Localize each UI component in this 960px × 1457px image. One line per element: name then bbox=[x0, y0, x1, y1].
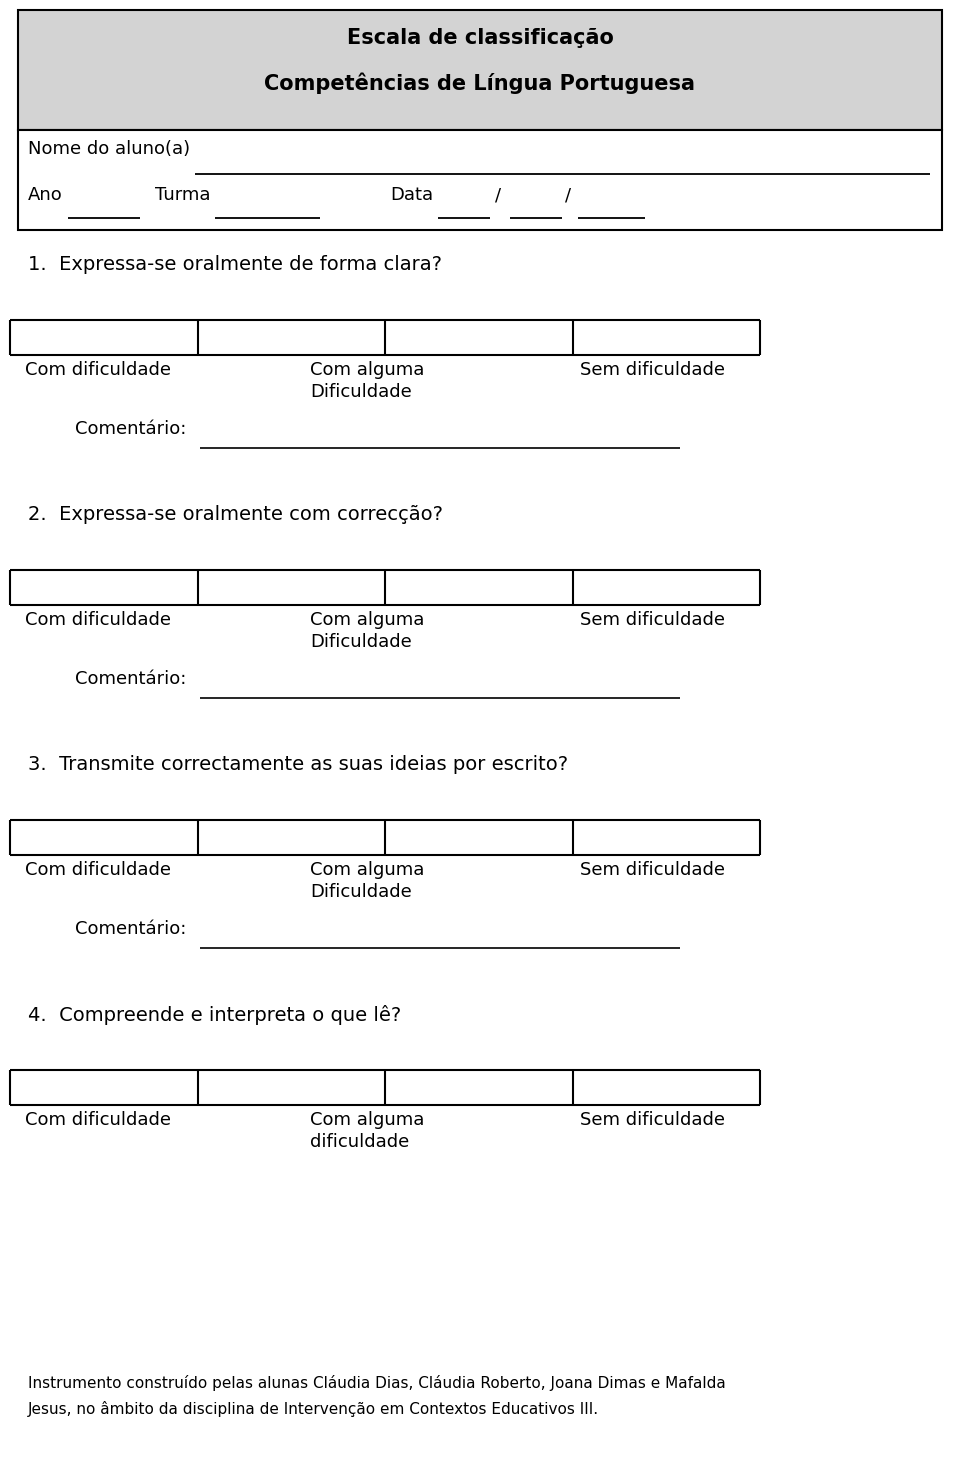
Text: Com alguma
dificuldade: Com alguma dificuldade bbox=[310, 1112, 424, 1151]
Text: 2.  Expressa-se oralmente com correcção?: 2. Expressa-se oralmente com correcção? bbox=[28, 506, 443, 525]
Text: Sem dificuldade: Sem dificuldade bbox=[580, 361, 725, 379]
Text: 4.  Compreende e interpreta o que lê?: 4. Compreende e interpreta o que lê? bbox=[28, 1005, 401, 1026]
Text: /: / bbox=[495, 186, 501, 204]
Text: Comentário:: Comentário: bbox=[75, 420, 186, 439]
Text: Instrumento construído pelas alunas Cláudia Dias, Cláudia Roberto, Joana Dimas e: Instrumento construído pelas alunas Cláu… bbox=[28, 1375, 726, 1418]
Text: Comentário:: Comentário: bbox=[75, 919, 186, 938]
Text: Com dificuldade: Com dificuldade bbox=[25, 861, 171, 879]
Text: Com dificuldade: Com dificuldade bbox=[25, 361, 171, 379]
Text: Com dificuldade: Com dificuldade bbox=[25, 610, 171, 629]
Text: Comentário:: Comentário: bbox=[75, 670, 186, 688]
Text: Sem dificuldade: Sem dificuldade bbox=[580, 861, 725, 879]
Text: Turma: Turma bbox=[155, 186, 210, 204]
Text: Competências de Língua Portuguesa: Competências de Língua Portuguesa bbox=[265, 71, 695, 93]
Bar bbox=[18, 130, 942, 230]
Text: Com alguma
Dificuldade: Com alguma Dificuldade bbox=[310, 610, 424, 651]
Text: Com dificuldade: Com dificuldade bbox=[25, 1112, 171, 1129]
Text: Sem dificuldade: Sem dificuldade bbox=[580, 1112, 725, 1129]
Text: Nome do aluno(a): Nome do aluno(a) bbox=[28, 140, 190, 157]
Text: /: / bbox=[565, 186, 571, 204]
Text: Com alguma
Dificuldade: Com alguma Dificuldade bbox=[310, 861, 424, 902]
Text: 3.  Transmite correctamente as suas ideias por escrito?: 3. Transmite correctamente as suas ideia… bbox=[28, 755, 568, 774]
Text: Ano: Ano bbox=[28, 186, 62, 204]
Text: Sem dificuldade: Sem dificuldade bbox=[580, 610, 725, 629]
Text: Escala de classificação: Escala de classificação bbox=[347, 28, 613, 48]
Text: Com alguma
Dificuldade: Com alguma Dificuldade bbox=[310, 361, 424, 401]
Text: Data: Data bbox=[390, 186, 433, 204]
Text: 1.  Expressa-se oralmente de forma clara?: 1. Expressa-se oralmente de forma clara? bbox=[28, 255, 442, 274]
Bar bbox=[18, 10, 942, 130]
